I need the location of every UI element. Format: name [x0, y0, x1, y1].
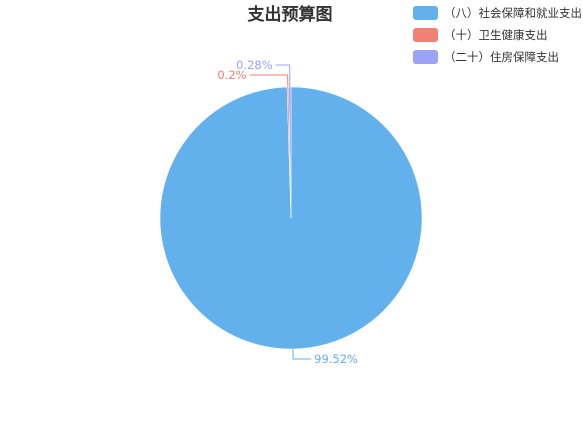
leader-line-1 — [292, 348, 312, 360]
legend: （八）社会保障和就业支出 （十）卫生健康支出 （二十）住房保障支出 — [413, 6, 582, 64]
slice-labels: 99.52% 0.2%0.28% — [217, 58, 358, 366]
data-label-3: 0.28% — [236, 58, 273, 72]
legend-swatch-2[interactable] — [413, 28, 438, 42]
leader-line-2 — [249, 74, 289, 88]
legend-swatch-1[interactable] — [413, 6, 438, 20]
legend-label-1[interactable]: （八）社会保障和就业支出 — [444, 6, 582, 20]
data-label-1: 99.52% — [314, 352, 358, 366]
pie-slices — [159, 86, 423, 350]
data-label-2: 0.2% — [217, 68, 246, 82]
legend-label-3[interactable]: （二十）住房保障支出 — [444, 50, 559, 64]
chart-title: 支出预算图 — [248, 4, 333, 25]
legend-swatch-3[interactable] — [413, 50, 438, 64]
pie-slice-3[interactable] — [288, 86, 292, 219]
leader-line-3 — [275, 64, 291, 88]
legend-label-2[interactable]: （十）卫生健康支出 — [444, 28, 548, 42]
